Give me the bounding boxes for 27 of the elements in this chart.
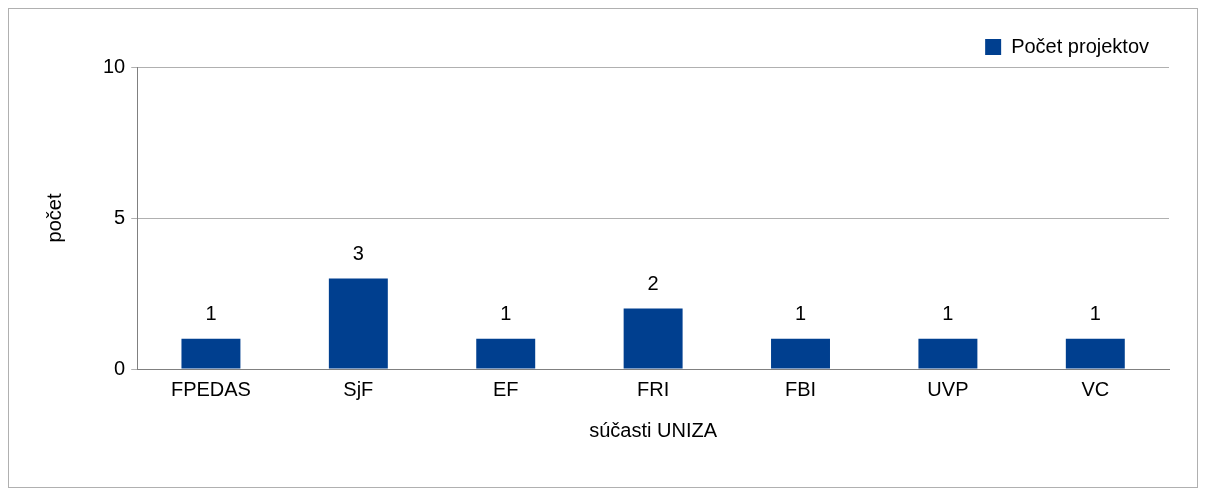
data-label: 1 (794, 302, 807, 325)
data-label: 2 (647, 272, 659, 295)
x-tick-label: EF (492, 377, 519, 400)
data-label: 3 (352, 241, 364, 264)
bar (476, 338, 536, 369)
y-tick-label: 10 (103, 54, 126, 77)
x-axis-title: súčasti UNIZA (589, 418, 718, 441)
bar (328, 278, 388, 369)
data-label: 1 (500, 302, 512, 325)
bar (771, 338, 830, 369)
data-label: 1 (1089, 302, 1101, 325)
data-label: 1 (942, 302, 954, 325)
x-tick-label: FBI (784, 377, 817, 400)
y-tick-label: 0 (114, 356, 126, 379)
x-tick-label: FRI (637, 377, 670, 400)
x-tick-label: SjF (343, 377, 374, 400)
bar (623, 308, 683, 369)
y-tick-label: 5 (114, 205, 126, 228)
x-tick-label: FPEDAS (170, 377, 251, 400)
legend-label: Počet projektov (1011, 34, 1150, 57)
bar (1065, 338, 1125, 369)
data-label: 1 (205, 302, 217, 325)
x-tick-label: VC (1081, 377, 1110, 400)
x-tick-label: UVP (927, 377, 969, 400)
y-axis-title: počet (42, 193, 65, 243)
bar (181, 338, 241, 369)
bar (918, 338, 978, 369)
